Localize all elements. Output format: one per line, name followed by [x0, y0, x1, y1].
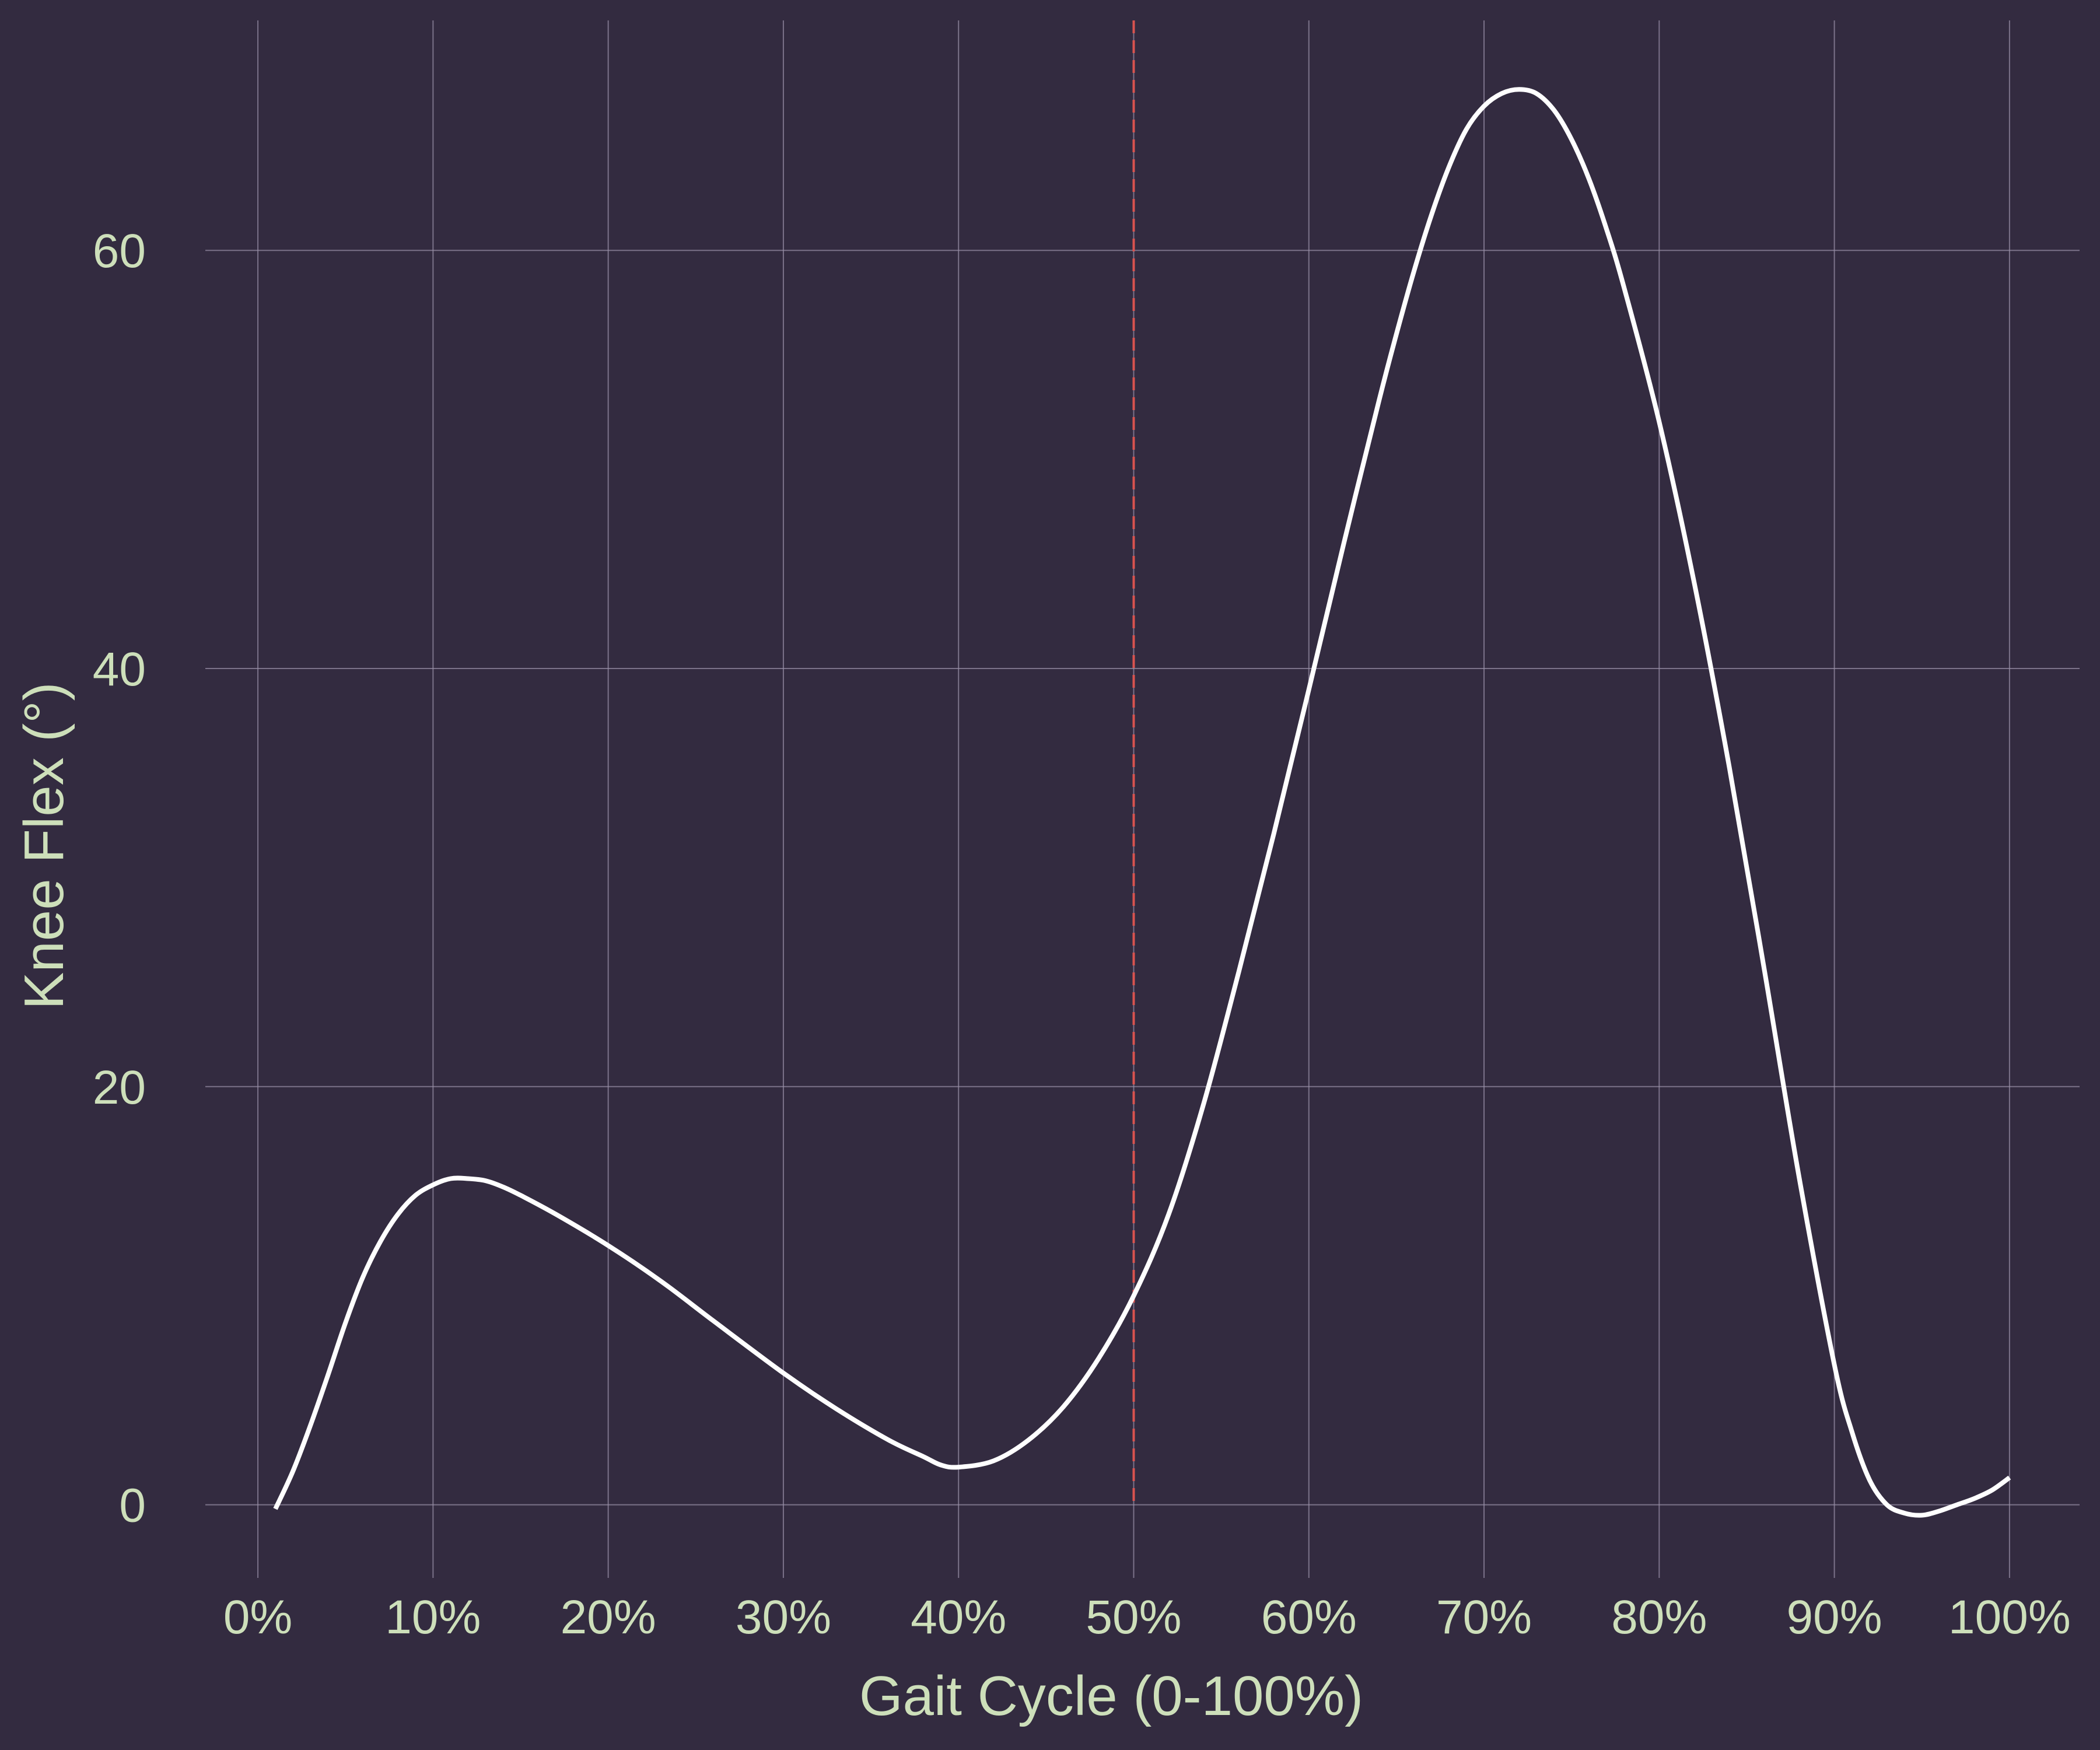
x-tick-label: 30%: [736, 1591, 831, 1644]
series-line-knee-flex: [273, 87, 2011, 1518]
x-tick-label: 70%: [1436, 1591, 1532, 1644]
x-tick-label: 80%: [1611, 1591, 1707, 1644]
series-group: [273, 87, 2011, 1518]
y-tick-label: 20: [93, 1061, 146, 1114]
y-tick-label: 40: [93, 643, 146, 696]
x-tick-label: 50%: [1086, 1591, 1181, 1644]
x-tick-label: 40%: [911, 1591, 1006, 1644]
y-tick-label: 60: [93, 225, 146, 278]
x-tick-label: 100%: [1948, 1591, 2071, 1644]
y-tick-labels: 0 20 40 60: [93, 225, 146, 1532]
x-tick-label: 20%: [561, 1591, 656, 1644]
x-tick-label: 10%: [385, 1591, 481, 1644]
y-axis-label: Knee Flex (°): [13, 682, 75, 1009]
x-tick-label: 90%: [1787, 1591, 1882, 1644]
x-tick-labels: 0% 10% 20% 30% 40% 50% 60% 70% 80% 90% 100%: [223, 1591, 2071, 1644]
y-tick-label: 0: [119, 1479, 146, 1532]
x-tick-label: 0%: [223, 1591, 293, 1644]
x-axis-label: Gait Cycle (0-100%): [859, 1665, 1363, 1727]
x-tick-label: 60%: [1261, 1591, 1357, 1644]
